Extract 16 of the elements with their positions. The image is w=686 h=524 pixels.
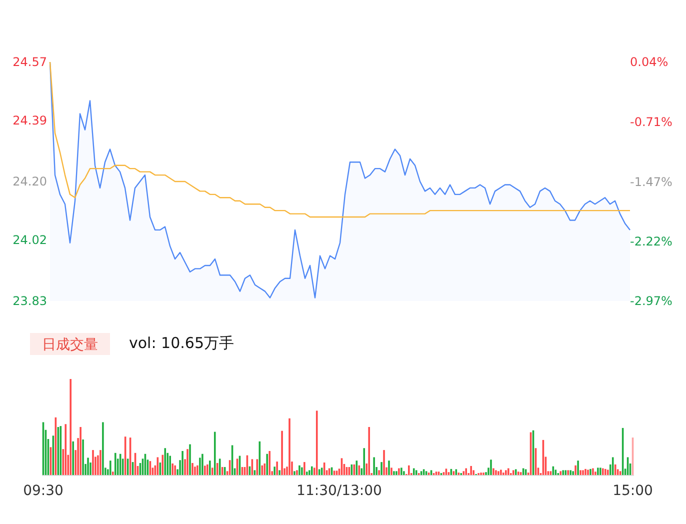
y-tick-label: 24.20 xyxy=(12,174,47,189)
x-tick-label: 15:00 xyxy=(612,483,653,499)
y-tick-label: 24.39 xyxy=(12,113,47,128)
y2-tick-label: 0.04% xyxy=(630,55,668,70)
y-tick-label: 24.02 xyxy=(12,232,47,247)
chart-title: 日成交量 xyxy=(42,337,98,353)
x-tick-label: 09:30 xyxy=(23,483,64,499)
line-series xyxy=(49,61,631,218)
y2-tick-label: -2.22% xyxy=(630,234,672,249)
y2-tick-label: -2.97% xyxy=(630,294,672,308)
y2-tick-label: -1.47% xyxy=(630,175,672,190)
x-tick-label: 11:30/13:00 xyxy=(296,483,382,499)
y-tick-label: 23.83 xyxy=(12,294,47,308)
y2-tick-label: -0.71% xyxy=(630,114,672,129)
chart-subtitle: vol: 10.65万手 xyxy=(129,334,234,352)
y-tick-label: 24.57 xyxy=(12,55,47,70)
